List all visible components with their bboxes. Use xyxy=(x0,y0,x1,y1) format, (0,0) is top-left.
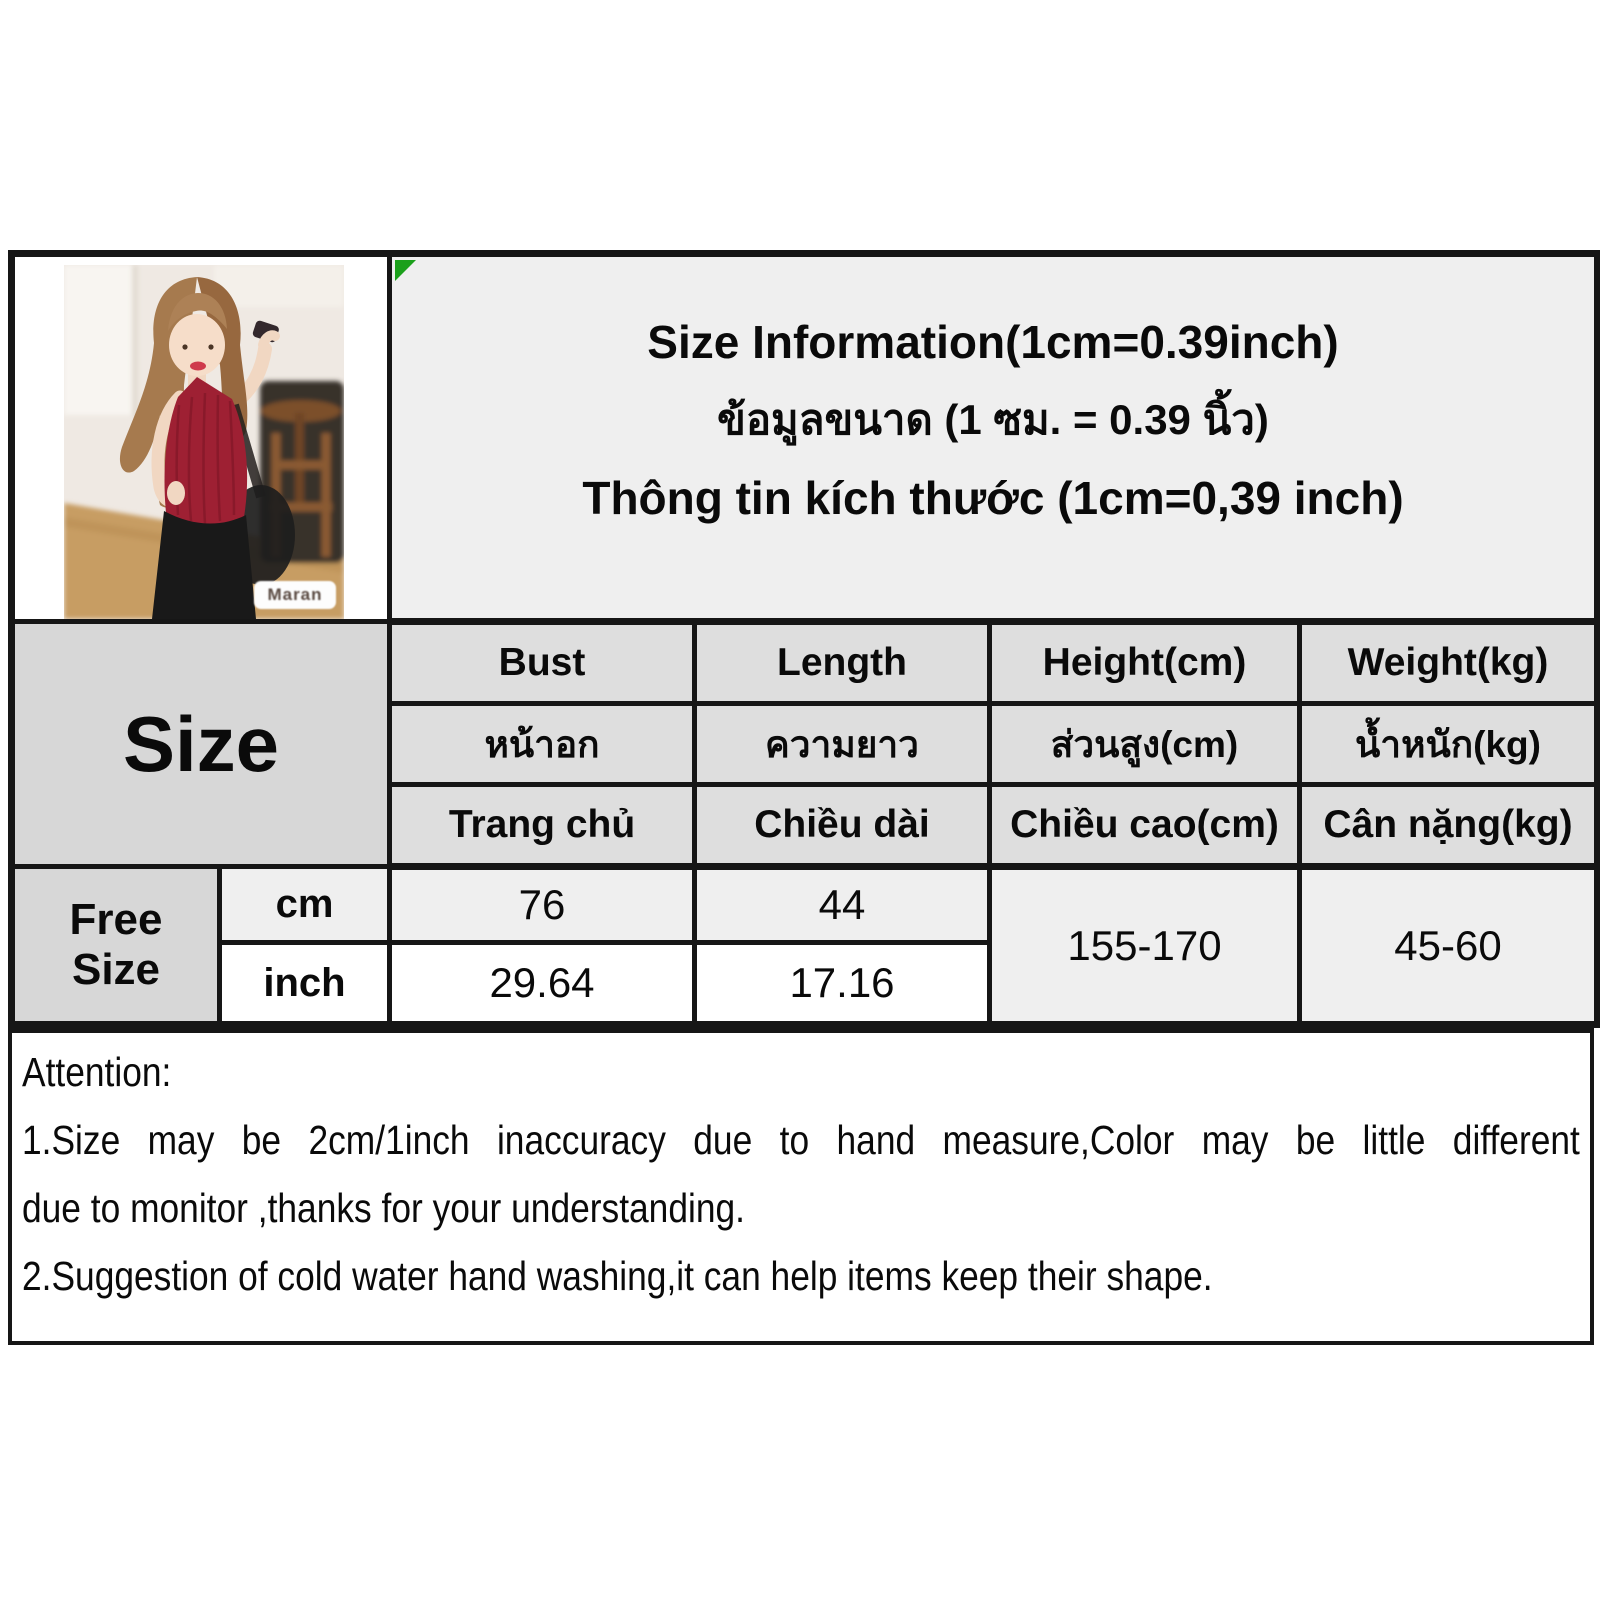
length-inch-value: 17.16 xyxy=(692,940,992,1027)
title-thai: ข้อมูลขนาด (1 ซม. = 0.39 นิ้ว) xyxy=(717,395,1269,443)
col-header-bust-th: หน้าอก xyxy=(387,701,697,787)
attention-box: Attention: 1.Size may be 2cm/1inch inacc… xyxy=(8,1028,1594,1345)
size-info-titles: Size Information(1cm=0.39inch) ข้อมูลขนา… xyxy=(395,315,1593,525)
size-chart-sheet: Maran Size Information(1cm=0.39inch) ข้อ… xyxy=(8,250,1600,1345)
photo-watermark: Maran xyxy=(254,581,336,609)
attention-note-2: 2.Suggestion of cold water hand washing,… xyxy=(22,1253,1213,1299)
title-english: Size Information(1cm=0.39inch) xyxy=(647,315,1339,368)
col-header-weight-en: Weight(kg) xyxy=(1297,618,1600,706)
col-header-height-vi: Chiều cao(cm) xyxy=(987,782,1302,870)
attention-heading: Attention: xyxy=(22,1049,172,1095)
unit-cm: cm xyxy=(217,864,392,945)
col-header-height-th: ส่วนสูง(cm) xyxy=(987,701,1302,787)
title-vietnamese: Thông tin kích thước (1cm=0,39 inch) xyxy=(582,471,1404,524)
col-header-length-th: ความยาว xyxy=(692,701,992,787)
col-header-bust-en: Bust xyxy=(387,618,697,706)
bust-cm-value: 76 xyxy=(387,864,697,945)
green-corner-triangle-icon xyxy=(395,260,416,281)
size-row-label: Free Size xyxy=(9,864,222,1027)
size-corner-label: Size xyxy=(9,619,392,869)
length-cm-value: 44 xyxy=(692,864,992,945)
attention-note-1b: due to monitor ,thanks for your understa… xyxy=(22,1185,745,1231)
col-header-weight-th: น้ำหนัก(kg) xyxy=(1297,701,1600,787)
height-range-value: 155-170 xyxy=(987,864,1302,1027)
col-header-length-en: Length xyxy=(692,618,992,706)
unit-inch: inch xyxy=(217,940,392,1027)
bust-inch-value: 29.64 xyxy=(387,940,697,1027)
col-header-weight-vi: Cân nặng(kg) xyxy=(1297,782,1600,870)
attention-note-1a: 1.Size may be 2cm/1inch inaccuracy due t… xyxy=(22,1117,1580,1163)
col-header-length-vi: Chiều dài xyxy=(692,782,992,870)
col-header-bust-vi: Trang chủ xyxy=(387,782,697,870)
model-photo: Maran xyxy=(64,265,344,617)
model-figure xyxy=(119,277,295,617)
size-table: Maran Size Information(1cm=0.39inch) ข้อ… xyxy=(8,250,1600,1028)
product-photo-cell: Maran xyxy=(9,251,392,624)
weight-range-value: 45-60 xyxy=(1297,864,1600,1027)
col-header-height-en: Height(cm) xyxy=(987,618,1302,706)
attention-text: Attention: 1.Size may be 2cm/1inch inacc… xyxy=(22,1038,1580,1310)
model-photo-illustration xyxy=(64,265,344,617)
size-info-header-cell: Size Information(1cm=0.39inch) ข้อมูลขนา… xyxy=(387,251,1600,624)
